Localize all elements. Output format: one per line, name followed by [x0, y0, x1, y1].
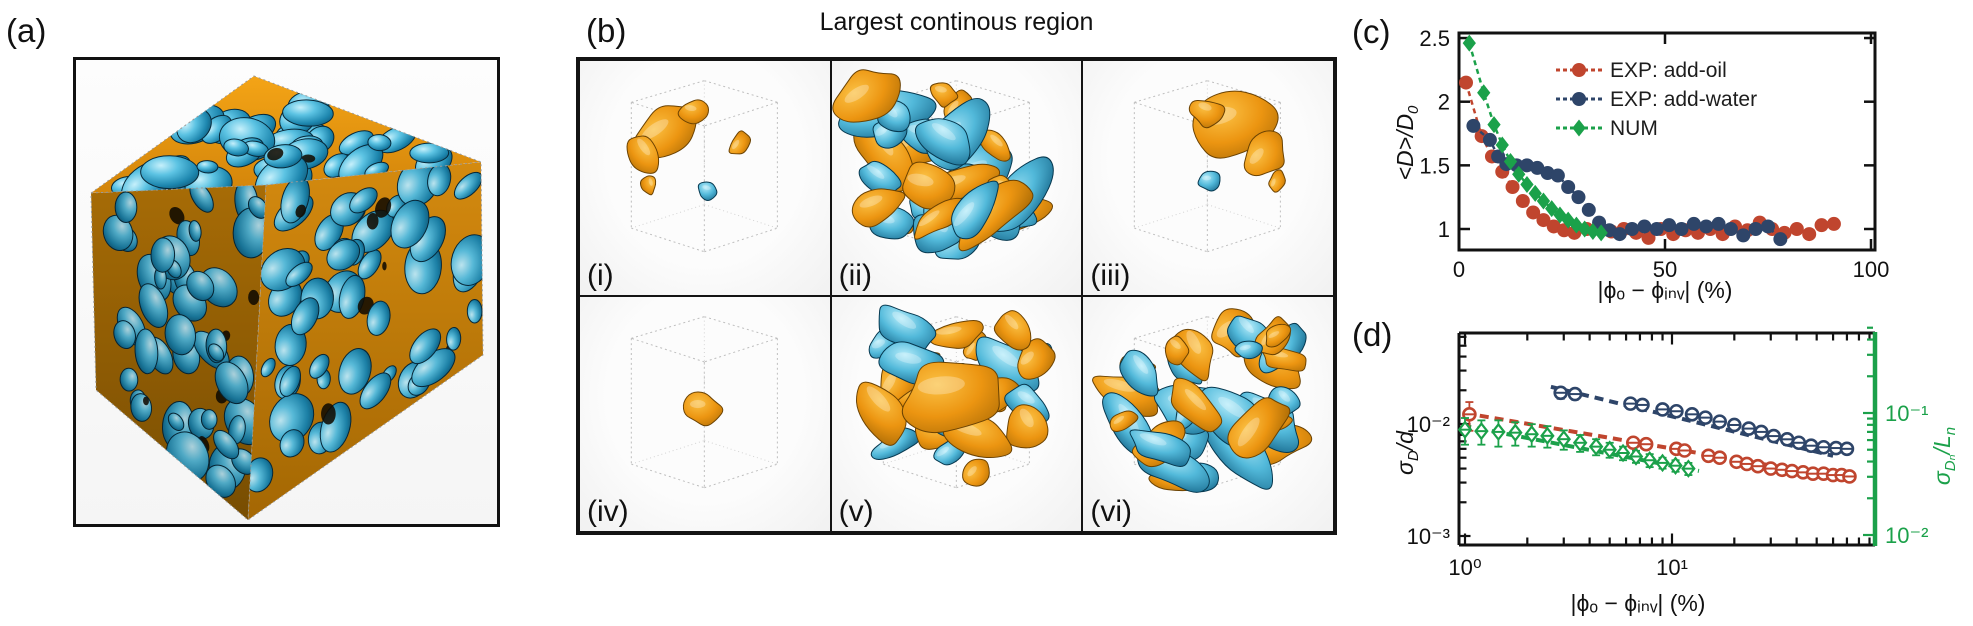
svg-text:0: 0	[1453, 257, 1465, 282]
chart-c-ylabel-sub: 0	[1405, 105, 1422, 114]
subpanel-vi-label: (vi)	[1090, 495, 1132, 528]
chart-d-right-y-axis-label: σDₙ/Ln	[1929, 371, 1959, 541]
subpanel-vi-render	[1092, 308, 1313, 493]
panel-b-grid: (i) (ii) (iii) (iv) (v) (vi)	[576, 57, 1337, 535]
panel-b-title: Largest continous region	[819, 8, 1094, 36]
svg-text:1.5: 1.5	[1419, 153, 1450, 178]
svg-text:EXP: add-water: EXP: add-water	[1610, 88, 1757, 111]
chart-c-ylabel-main: <D>/D	[1392, 113, 1418, 181]
chart-d-x-axis-label: |ϕₒ − ϕᵢₙᵥ| (%)	[1570, 590, 1706, 616]
chart-d-ylabel-left-rest: /d	[1392, 431, 1418, 451]
chart-c-y-axis-label: <D>/D0	[1392, 58, 1422, 228]
svg-text:2.5: 2.5	[1419, 26, 1450, 51]
svg-text:10⁻¹: 10⁻¹	[1885, 401, 1928, 426]
svg-text:10⁰: 10⁰	[1448, 555, 1481, 580]
panel-a-label: (a)	[6, 12, 47, 49]
svg-text:100: 100	[1853, 257, 1890, 282]
subpanel-v: (v)	[830, 296, 1083, 532]
charts-canvas: 0 50 100 1 1.5 2 2.5 EXP: add-oil EXP: add-water…	[1407, 26, 1929, 580]
svg-text:1: 1	[1438, 217, 1450, 242]
svg-text:10⁻²: 10⁻²	[1407, 412, 1450, 437]
chart-d-ylabel-right-sigma: σ	[1929, 471, 1955, 486]
panel-a-3d-render-emulsion-cube	[90, 75, 484, 521]
chart-d-ylabel-right-rest: /L	[1929, 435, 1955, 455]
subpanel-iii-render	[1134, 80, 1287, 253]
subpanel-v-label: (v)	[838, 495, 874, 528]
chart-d-left-y-axis-label: σD/d	[1392, 368, 1422, 538]
subpanel-iii: (iii)	[1082, 60, 1334, 296]
svg-text:NUM: NUM	[1610, 117, 1658, 140]
panel-d-label: (d)	[1352, 316, 1393, 353]
chart-d-ylabel-right-sub2: n	[1942, 426, 1959, 436]
chart-d-ylabel-right-sub: Dₙ	[1942, 454, 1959, 472]
subpanel-iii-label: (iii)	[1090, 259, 1131, 292]
panel-c-label: (c)	[1352, 13, 1391, 50]
subpanel-ii: (ii)	[830, 60, 1083, 296]
subpanel-i-render	[626, 80, 778, 253]
panel-a-frame	[73, 57, 500, 527]
panel-b-label: (b)	[586, 12, 627, 49]
svg-text:2: 2	[1438, 90, 1450, 115]
subpanel-iv-label: (iv)	[587, 495, 629, 528]
svg-text:EXP: add-oil: EXP: add-oil	[1610, 59, 1727, 82]
subpanel-iv: (iv)	[579, 296, 831, 532]
subpanel-i-label: (i)	[587, 259, 614, 292]
chart-d-ylabel-left-sigma: σ	[1392, 461, 1418, 475]
svg-text:10⁻³: 10⁻³	[1407, 524, 1450, 549]
chart-d-ylabel-left-sub: D	[1405, 450, 1422, 462]
subpanel-ii-render	[831, 69, 1054, 260]
subpanel-vi: (vi)	[1082, 296, 1334, 532]
svg-text:50: 50	[1653, 257, 1677, 282]
subpanel-i: (i)	[579, 60, 831, 296]
chart-c-x-axis-label: |ϕₒ − ϕᵢₙᵥ| (%)	[1597, 277, 1733, 303]
subpanel-v-render	[855, 304, 1056, 489]
subpanel-ii-label: (ii)	[838, 259, 872, 292]
subpanel-iv-render	[630, 316, 778, 489]
svg-text:10⁻²: 10⁻²	[1885, 523, 1928, 548]
svg-text:10¹: 10¹	[1656, 555, 1688, 580]
